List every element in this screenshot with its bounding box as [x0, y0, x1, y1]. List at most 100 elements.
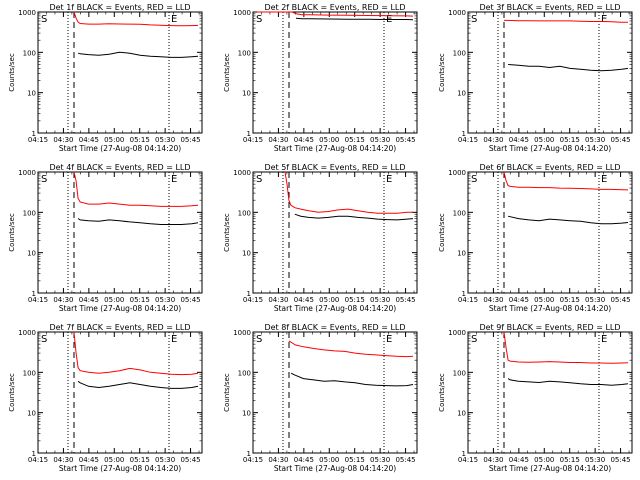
x-tick-label: 05:45: [180, 136, 200, 144]
x-tick-label: 04:45: [509, 136, 529, 144]
y-tick-label: 1: [247, 290, 251, 298]
x-tick-label: 04:30: [483, 456, 503, 464]
y-tick-label: 100: [238, 209, 251, 217]
plot-frame: [252, 171, 418, 294]
x-tick-label: 05:00: [104, 456, 124, 464]
series-events: [294, 213, 414, 221]
panel-1: Det 1f BLACK = Events, RED = LLD 1 10 100 10…: [8, 3, 203, 153]
y-axis-label: Counts/sec: [8, 53, 16, 92]
x-tick-label: 05:00: [104, 296, 124, 304]
y-tick-label: 100: [238, 49, 251, 57]
plot-frame: [252, 11, 418, 134]
x-tick-label: 05:00: [534, 296, 554, 304]
y-tick-label: 1000: [18, 329, 36, 337]
x-tick-label: 05:15: [560, 456, 580, 464]
x-tick-label: 05:30: [155, 136, 175, 144]
y-tick-label: 1: [462, 290, 466, 298]
x-axis-label: Start Time (27-Aug-08 04:14:20): [274, 304, 396, 313]
y-tick-label: 100: [453, 369, 466, 377]
y-tick-label: 1000: [18, 9, 36, 17]
start-marker-label: S: [471, 334, 477, 345]
x-tick-label: 05:00: [104, 136, 124, 144]
end-marker-label: E: [171, 174, 177, 185]
y-tick-label: 1000: [448, 329, 466, 337]
x-tick-label: 05:30: [370, 456, 390, 464]
panel-title: Det 5f BLACK = Events, RED = LLD: [264, 163, 405, 172]
x-tick-label: 04:15: [458, 296, 478, 304]
x-axis-label: Start Time (27-Aug-08 04:14:20): [59, 464, 181, 473]
y-axis-label: Counts/sec: [223, 373, 231, 412]
x-tick-label: 04:45: [294, 296, 314, 304]
series-lld: [288, 340, 414, 358]
y-tick-label: 100: [23, 369, 36, 377]
x-tick-label: 04:45: [79, 136, 99, 144]
y-tick-label: 1: [462, 130, 466, 138]
x-tick-label: 05:00: [319, 296, 339, 304]
plot-frame: [467, 11, 633, 134]
y-tick-label: 10: [27, 410, 36, 418]
x-tick-label: 04:30: [53, 456, 73, 464]
series-events: [507, 215, 629, 225]
x-tick-label: 04:30: [53, 296, 73, 304]
series-events: [290, 372, 414, 387]
plot-frame: [467, 171, 633, 294]
x-tick-label: 05:45: [610, 456, 630, 464]
y-tick-label: 1000: [233, 9, 251, 17]
series-lld: [504, 19, 628, 23]
x-tick-label: 05:00: [534, 136, 554, 144]
plot-frame: [37, 331, 203, 454]
x-tick-label: 04:30: [53, 136, 73, 144]
start-marker-label: S: [256, 174, 262, 185]
x-tick-label: 04:15: [28, 296, 48, 304]
x-tick-label: 05:45: [610, 296, 630, 304]
panel-4: Det 4f BLACK = Events, RED = LLD 1 10 100 10…: [8, 163, 203, 313]
plot-frame: [467, 331, 633, 454]
y-tick-label: 100: [23, 49, 36, 57]
x-tick-label: 05:15: [345, 136, 365, 144]
series-events: [77, 51, 199, 58]
y-tick-label: 10: [27, 90, 36, 98]
x-tick-label: 04:15: [28, 136, 48, 144]
x-tick-label: 05:30: [155, 296, 175, 304]
x-tick-label: 05:00: [319, 136, 339, 144]
x-tick-label: 04:30: [268, 136, 288, 144]
x-tick-label: 05:30: [155, 456, 175, 464]
x-axis-label: Start Time (27-Aug-08 04:14:20): [489, 144, 611, 153]
x-tick-label: 05:45: [395, 456, 415, 464]
panel-5: Det 5f BLACK = Events, RED = LLD 1 10 100 10…: [223, 163, 418, 313]
x-tick-label: 05:15: [345, 296, 365, 304]
y-tick-label: 1: [462, 450, 466, 458]
panel-title: Det 9f BLACK = Events, RED = LLD: [479, 323, 620, 332]
start-marker-label: S: [256, 334, 262, 345]
x-axis-label: Start Time (27-Aug-08 04:14:20): [274, 464, 396, 473]
x-tick-label: 05:30: [585, 136, 605, 144]
start-marker-label: S: [471, 174, 477, 185]
y-tick-label: 10: [242, 410, 251, 418]
x-tick-label: 04:45: [79, 296, 99, 304]
end-marker-label: E: [601, 334, 607, 345]
y-axis-label: Counts/sec: [223, 213, 231, 252]
y-tick-label: 10: [457, 90, 466, 98]
series-lld: [73, 11, 199, 27]
y-tick-label: 100: [453, 209, 466, 217]
plot-frame: [37, 171, 203, 294]
x-axis-label: Start Time (27-Aug-08 04:14:20): [489, 304, 611, 313]
start-marker-label: S: [256, 14, 262, 25]
x-tick-label: 04:30: [268, 456, 288, 464]
end-marker-label: E: [601, 174, 607, 185]
end-marker-label: E: [171, 334, 177, 345]
y-tick-label: 10: [242, 250, 251, 258]
x-tick-label: 05:30: [370, 296, 390, 304]
panel-title: Det 3f BLACK = Events, RED = LLD: [479, 3, 620, 12]
panel-7: Det 7f BLACK = Events, RED = LLD 1 10 100 10…: [8, 323, 203, 473]
x-axis-label: Start Time (27-Aug-08 04:14:20): [59, 144, 181, 153]
y-axis-label: Counts/sec: [438, 373, 446, 412]
start-marker-label: S: [471, 14, 477, 25]
series-events: [77, 218, 199, 225]
series-lld: [73, 331, 199, 376]
end-marker-label: E: [171, 14, 177, 25]
y-tick-label: 1: [32, 290, 36, 298]
x-tick-label: 05:30: [585, 296, 605, 304]
x-tick-label: 05:15: [130, 136, 150, 144]
